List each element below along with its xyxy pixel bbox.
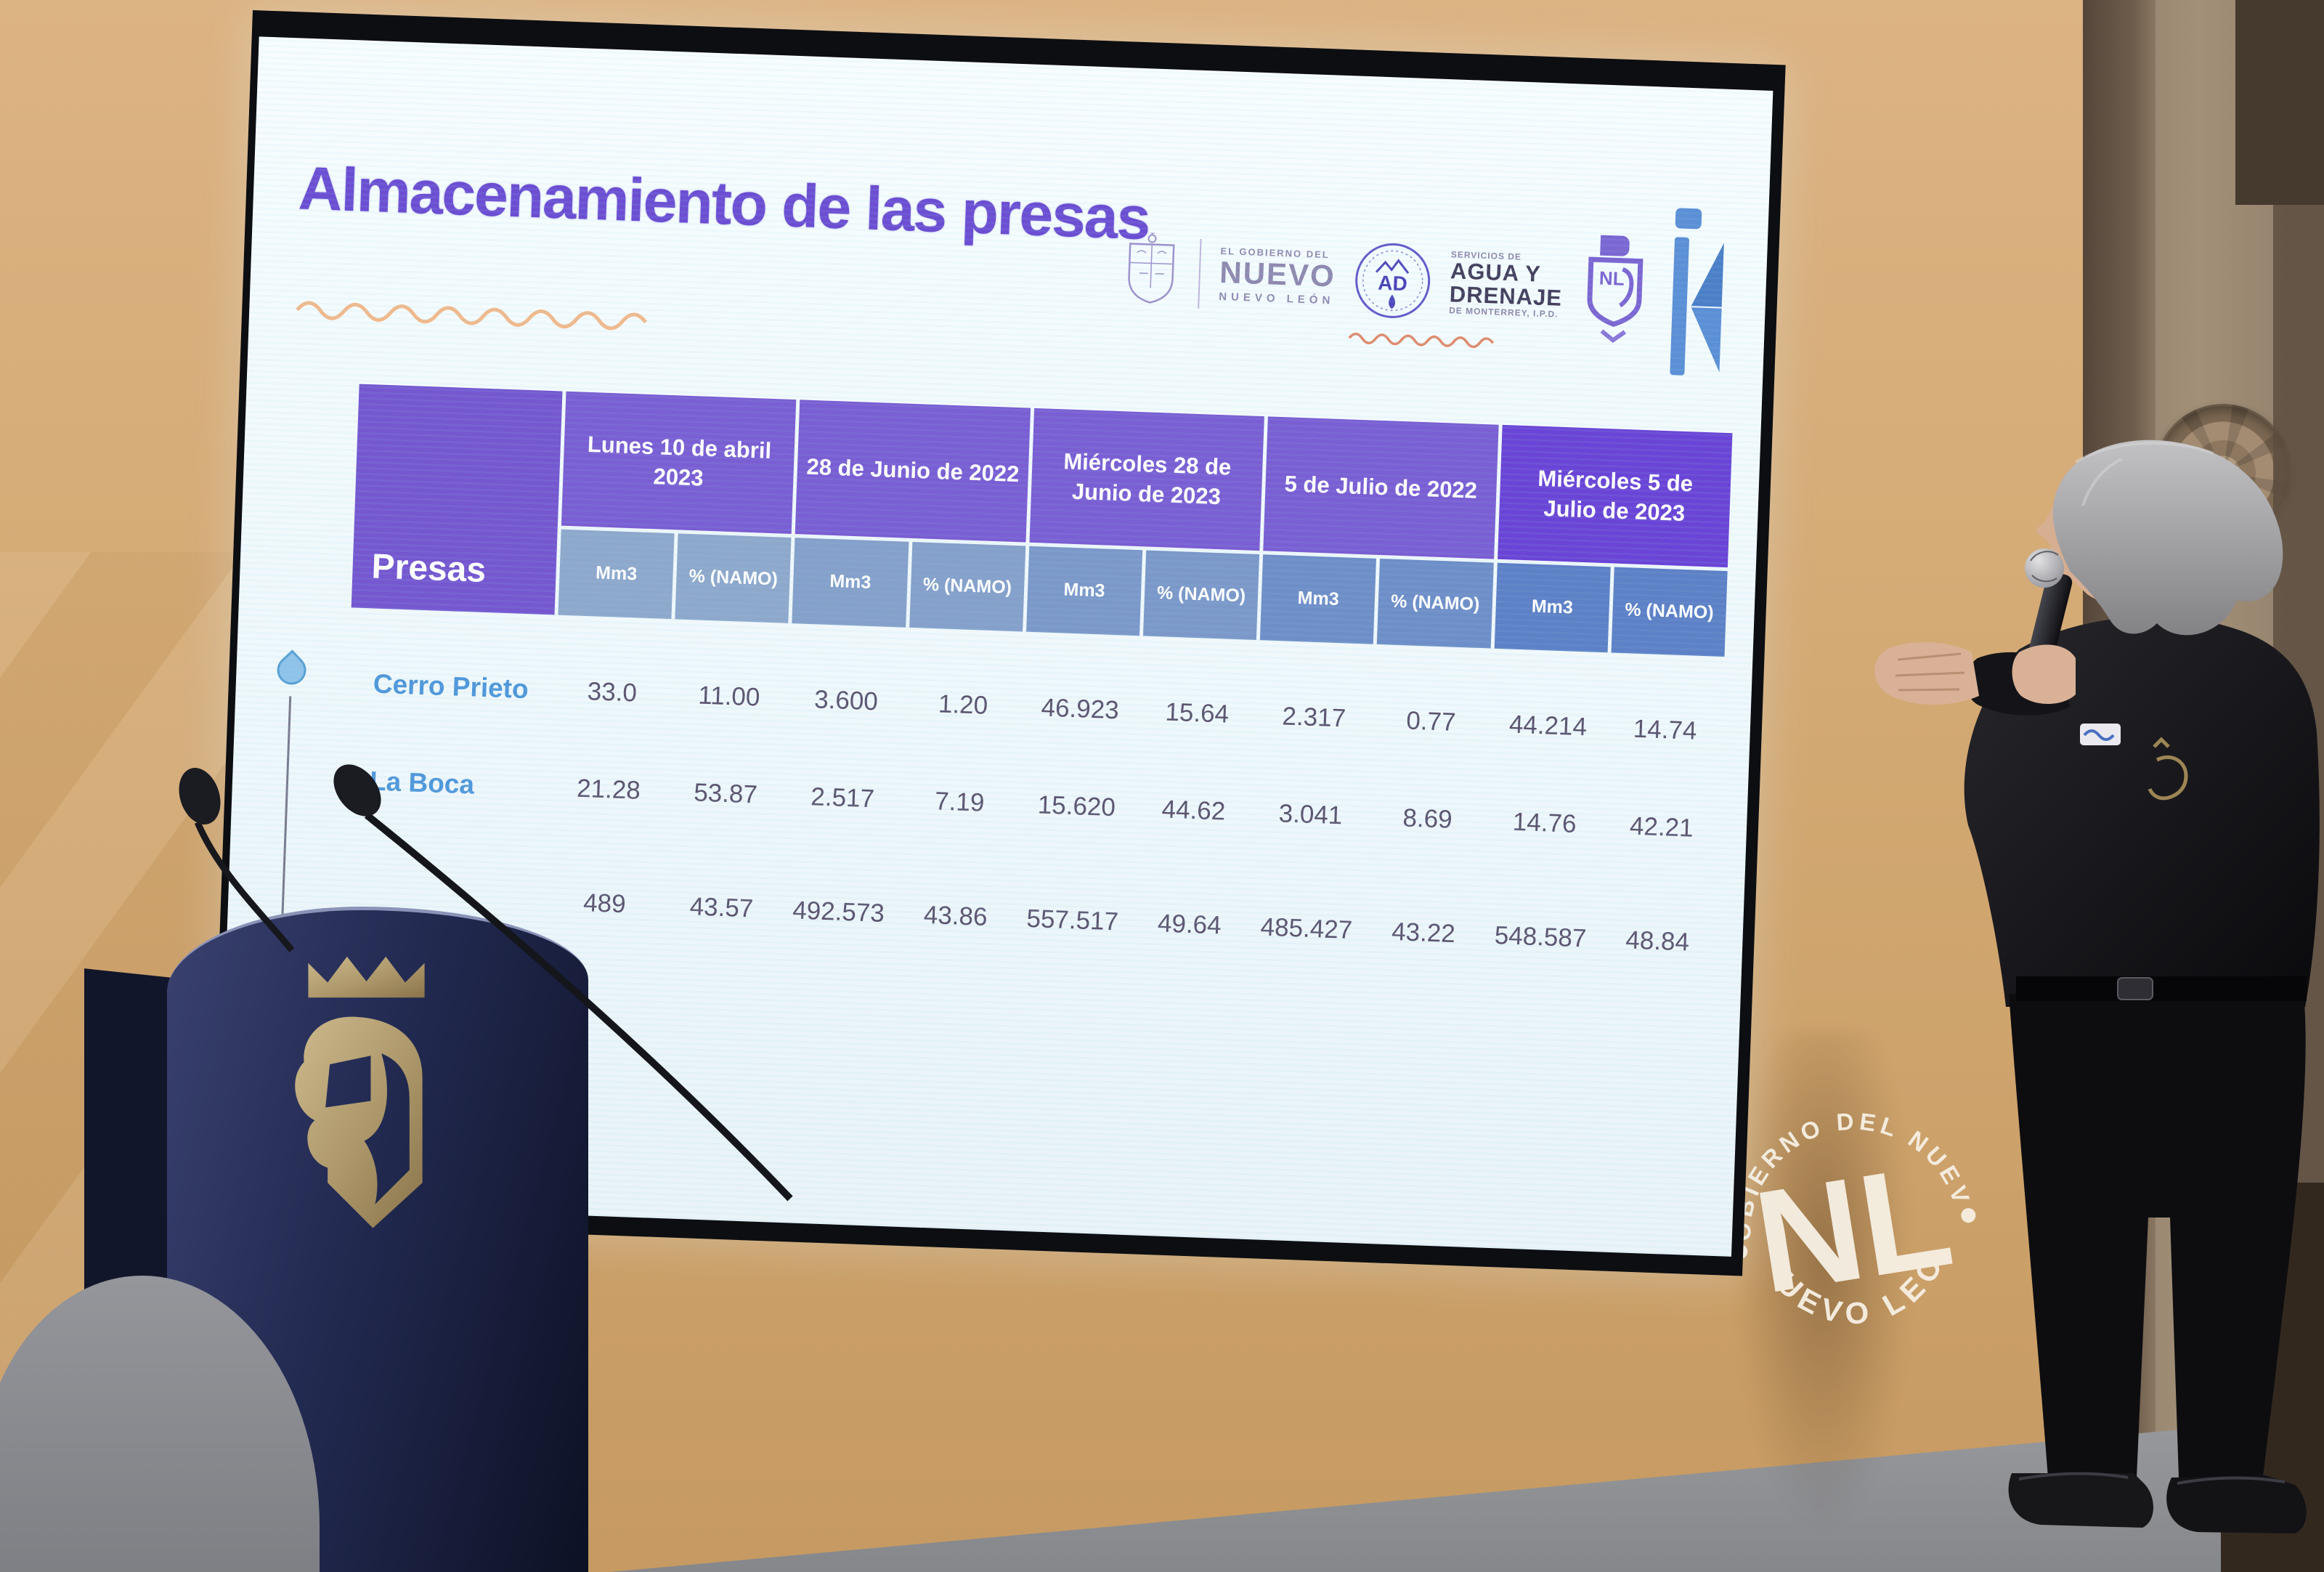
- table-cell: 14.76: [1512, 807, 1577, 838]
- table-cell: 3.600: [813, 684, 879, 716]
- nl-shield-monogram: NL: [1598, 267, 1625, 290]
- table-cell: 14.74: [1633, 714, 1698, 745]
- slide-title: Almacenamiento de las presas: [297, 153, 1151, 253]
- unit-header: Mm3: [1494, 562, 1611, 653]
- presenter-wall-shadow: [1736, 1032, 1910, 1526]
- hair-highlight: [2074, 442, 2214, 506]
- shirt-patch-logo: [2080, 724, 2121, 745]
- table-cell: 42.21: [1629, 811, 1694, 843]
- table-cell: 43.86: [923, 900, 988, 931]
- logos-wavy-line: [1348, 332, 1494, 349]
- table-cell: 11.00: [697, 681, 761, 712]
- date-group-header: Miércoles 28 de Junio de 2023: [1029, 408, 1265, 551]
- table-cell: 8.69: [1402, 803, 1453, 834]
- water-drop-icon: [271, 649, 312, 691]
- presenter-torso: [1964, 616, 2320, 1007]
- unit-header: Mm3: [792, 538, 909, 628]
- unit-header: % (NAMO): [909, 541, 1026, 632]
- gobierno-name: NUEVO: [1219, 254, 1336, 293]
- logo-divider: [1198, 238, 1203, 309]
- date-group-header: 5 de Julio de 2022: [1263, 416, 1499, 559]
- wall-seal-monogram: NL: [1745, 1134, 1962, 1324]
- table-cell: 0.77: [1405, 705, 1457, 737]
- date-group-header: 28 de Junio de 2022: [795, 400, 1031, 543]
- table-cell: 15.620: [1037, 790, 1116, 822]
- unit-header: Mm3: [558, 529, 675, 620]
- agua-drenaje-seal-icon: AD: [1355, 243, 1431, 318]
- table-cell: 49.64: [1157, 909, 1222, 940]
- gobierno-wordmark: EL GOBIERNO DEL NUEVO NUEVO LEÓN: [1219, 246, 1336, 307]
- table-cell: 43.22: [1391, 917, 1456, 949]
- table-cell: 485.427: [1260, 912, 1353, 944]
- presenter-hand-mic: [2012, 644, 2076, 705]
- table-cell: 7.19: [934, 787, 986, 817]
- shirt-gold-crest: [2148, 737, 2188, 801]
- table-cell: 48.84: [1625, 925, 1690, 957]
- presenter-legs: [2009, 994, 2306, 1478]
- state-coat-of-arms-icon: [1128, 232, 1176, 304]
- mic-mesh: [2030, 551, 2059, 583]
- table-cell: 33.0: [587, 676, 638, 708]
- handheld-mic-body: [2029, 572, 2073, 659]
- table-cell: 46.923: [1040, 692, 1120, 724]
- shoe-highlight: [2018, 1472, 2286, 1485]
- table-cell: 44.62: [1161, 795, 1226, 826]
- date-group-header: Lunes 10 de abril 2023: [561, 391, 797, 535]
- k-ribbon-icon: [1670, 208, 1724, 376]
- table-cell: 548.587: [1494, 920, 1588, 953]
- nl-shield-icon: NL: [1587, 235, 1644, 344]
- table-cell: 15.64: [1164, 697, 1230, 729]
- gobierno-sub-line: NUEVO LEÓN: [1218, 290, 1335, 307]
- belt-buckle: [2117, 977, 2153, 1000]
- hand-finger-lines: [1895, 652, 1965, 692]
- mic-boom-right: [364, 812, 793, 1202]
- presas-column-header: Presas: [351, 384, 563, 615]
- date-group-header-highlight: Miércoles 5 de Julio de 2023: [1497, 424, 1733, 568]
- slide-logo-cluster: EL GOBIERNO DEL NUEVO NUEVO LEÓN AD: [1119, 174, 1729, 390]
- shirt-patch-mark: [2083, 729, 2115, 741]
- wall-seal-dot-right: [1961, 1208, 1976, 1223]
- slide: Almacenamiento de las presas EL GOBIERNO…: [217, 36, 1774, 1257]
- table-cell: 2.317: [1281, 701, 1346, 732]
- stone-dark-corner: [2235, 0, 2324, 205]
- unit-header: Mm3: [1259, 554, 1377, 644]
- agua-drenaje-seal-wrap: AD: [1348, 241, 1494, 349]
- unit-header: % (NAMO): [1611, 567, 1728, 657]
- table-cell: 1.20: [938, 689, 988, 720]
- projection-screen: Almacenamiento de las presas EL GOBIERNO…: [209, 10, 1786, 1276]
- presenter: [1874, 439, 2320, 1533]
- ayd-monogram: AD: [1378, 272, 1408, 295]
- presenter-hair: [2052, 439, 2283, 636]
- table-cell: 557.517: [1025, 904, 1119, 936]
- title-wavy-underline: [296, 301, 647, 331]
- agua-drenaje-wordmark: SERVICIOS DE AGUA Y DRENAJE DE MONTERREY…: [1449, 250, 1564, 320]
- belt: [2016, 976, 2307, 1001]
- table-cell: 44.214: [1508, 710, 1588, 741]
- mic-capsule-right: [333, 764, 381, 817]
- unit-header: % (NAMO): [675, 533, 792, 623]
- seal-droplet-icon: [1388, 294, 1395, 309]
- unit-header: % (NAMO): [1142, 550, 1260, 640]
- mic-capsule-left: [179, 768, 221, 825]
- unit-header: % (NAMO): [1377, 559, 1494, 649]
- podium-microphones: [179, 764, 793, 1202]
- podium-lion-crest-icon: [295, 956, 425, 1228]
- shoe-right: [2166, 1475, 2307, 1533]
- dam-name: Cerro Prieto: [373, 668, 529, 704]
- unit-header: Mm3: [1025, 546, 1143, 636]
- table-cell: 3.041: [1278, 799, 1344, 830]
- mic-gooseneck-left: [194, 821, 295, 952]
- shoe-left: [2008, 1473, 2153, 1528]
